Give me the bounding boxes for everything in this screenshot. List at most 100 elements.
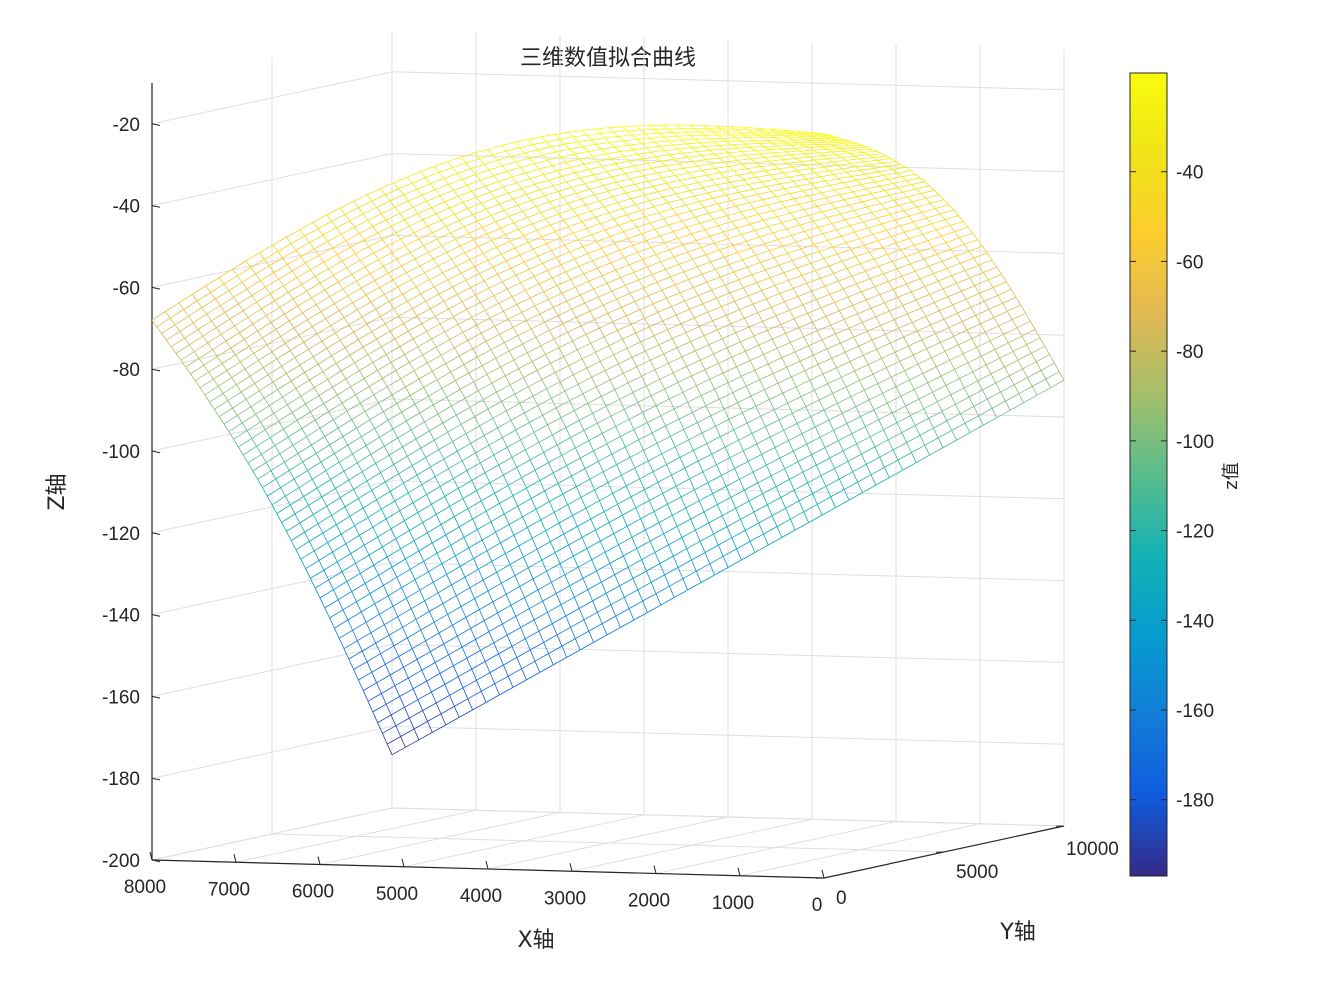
mesh-segment — [938, 275, 952, 282]
mesh-segment — [493, 642, 499, 655]
mesh-segment — [910, 408, 924, 417]
mesh-segment — [574, 589, 588, 598]
mesh-segment — [673, 226, 687, 232]
mesh-segment — [351, 266, 366, 275]
mesh-segment — [658, 132, 664, 138]
mesh-segment — [528, 608, 535, 621]
mesh-segment — [689, 303, 704, 310]
mesh-segment — [237, 406, 252, 416]
mesh-segment — [507, 192, 514, 200]
mesh-segment — [710, 161, 725, 165]
mesh-segment — [870, 308, 877, 317]
mesh-segment — [410, 608, 417, 620]
mesh-segment — [494, 675, 509, 685]
mesh-segment — [875, 194, 890, 199]
mesh-segment — [385, 656, 399, 665]
mesh-segment — [728, 412, 743, 420]
mesh-segment — [812, 197, 826, 202]
mesh-segment — [301, 276, 316, 285]
mesh-segment — [815, 270, 821, 279]
mesh-segment — [675, 485, 682, 498]
mesh-segment — [432, 404, 439, 415]
mesh-segment — [537, 149, 543, 156]
mesh-segment — [564, 141, 579, 145]
mesh-segment — [413, 362, 428, 372]
mesh-segment — [777, 239, 784, 247]
mesh-segment — [278, 420, 284, 430]
mesh-segment — [401, 587, 407, 599]
mesh-segment — [345, 233, 360, 242]
mesh-segment — [790, 342, 796, 352]
mesh-segment — [816, 457, 830, 466]
mesh-segment — [532, 248, 539, 257]
mesh-segment — [667, 128, 673, 133]
mesh-segment — [838, 178, 844, 184]
mesh-segment — [653, 128, 660, 134]
mesh-segment — [732, 392, 738, 403]
mesh-segment — [894, 352, 901, 362]
mesh-segment — [710, 261, 716, 270]
mesh-segment — [772, 373, 779, 384]
mesh-segment — [525, 638, 531, 651]
mesh-segment — [223, 275, 238, 285]
mesh-segment — [515, 422, 530, 431]
mesh-segment — [788, 131, 802, 134]
mesh-segment — [735, 137, 741, 142]
mesh-segment — [932, 385, 947, 393]
mesh-segment — [556, 585, 570, 594]
mesh-segment — [746, 379, 760, 387]
mesh-segment — [591, 551, 606, 561]
mesh-segment — [748, 202, 755, 209]
mesh-segment — [334, 619, 349, 629]
mesh-segment — [672, 231, 679, 239]
mesh-segment — [783, 267, 798, 274]
mesh-segment — [930, 324, 936, 334]
mesh-segment — [614, 382, 629, 390]
mesh-segment — [261, 308, 267, 316]
mesh-segment — [309, 234, 324, 243]
mesh-segment — [324, 436, 330, 446]
mesh-segment — [782, 241, 797, 247]
mesh-segment — [848, 328, 855, 338]
mesh-segment — [578, 420, 585, 431]
mesh-segment — [358, 671, 373, 681]
mesh-segment — [732, 154, 747, 157]
mesh-segment — [462, 324, 477, 333]
mesh-segment — [607, 306, 622, 314]
mesh-segment — [440, 713, 447, 726]
mesh-segment — [822, 233, 829, 241]
mesh-segment — [784, 301, 790, 311]
mesh-segment — [793, 490, 800, 502]
mesh-segment — [980, 323, 986, 333]
mesh-segment — [393, 308, 400, 317]
mesh-segment — [445, 526, 460, 536]
mesh-segment — [460, 272, 467, 281]
mesh-segment — [689, 124, 695, 129]
mesh-segment — [664, 150, 670, 156]
mesh-segment — [959, 232, 973, 239]
mesh-segment — [642, 158, 648, 164]
mesh-segment — [712, 314, 727, 322]
mesh-segment — [859, 233, 874, 239]
mesh-segment — [748, 290, 762, 297]
mesh-segment — [530, 498, 537, 510]
mesh-segment — [910, 258, 924, 265]
mesh-segment — [951, 270, 966, 277]
mesh-segment — [388, 265, 402, 274]
mesh-segment — [609, 372, 624, 381]
mesh-segment — [828, 170, 834, 175]
mesh-segment — [708, 213, 714, 220]
mesh-segment — [725, 486, 732, 498]
mesh-segment — [868, 153, 882, 156]
mesh-segment — [592, 153, 607, 157]
mesh-segment — [305, 403, 311, 413]
mesh-segment — [819, 246, 833, 252]
mesh-segment — [452, 625, 458, 637]
mesh-segment — [484, 159, 498, 165]
mesh-segment — [880, 199, 895, 204]
mesh-segment — [742, 405, 756, 414]
mesh-segment — [273, 413, 280, 422]
mesh-segment — [705, 405, 712, 417]
mesh-segment — [582, 146, 589, 152]
mesh-segment — [627, 518, 641, 527]
